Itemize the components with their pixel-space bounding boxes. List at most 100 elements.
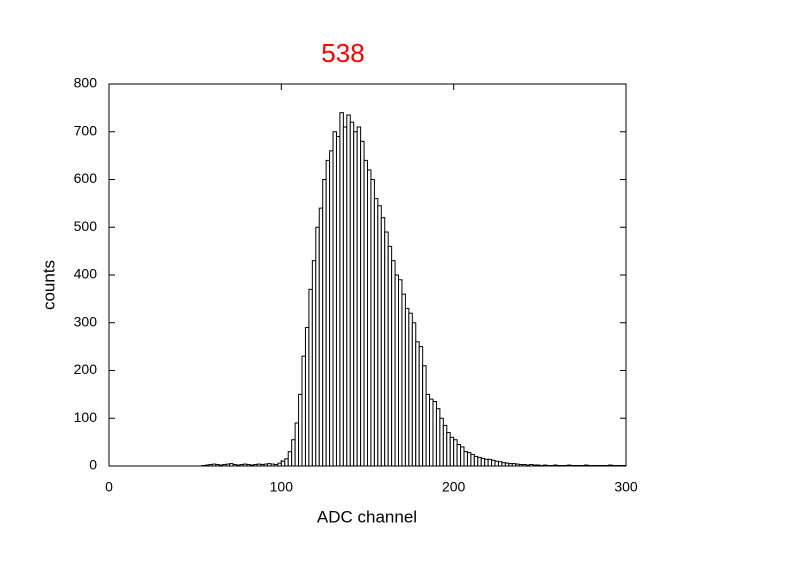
bar	[449, 436, 455, 467]
bar	[515, 463, 520, 467]
bar	[315, 226, 320, 467]
bar	[411, 322, 417, 467]
bar	[504, 462, 510, 467]
bar	[280, 460, 286, 467]
bar	[522, 464, 527, 467]
bar	[236, 464, 241, 467]
bar	[456, 444, 462, 467]
bar	[263, 463, 269, 467]
bar	[308, 288, 313, 467]
y-tick-label: 800	[74, 75, 98, 91]
bar	[246, 464, 251, 467]
bar	[553, 464, 558, 467]
bar	[284, 458, 289, 467]
bar	[584, 464, 589, 467]
bar	[370, 179, 375, 467]
y-tick-label: 0	[89, 457, 97, 473]
x-axis-label: ADC channel	[317, 507, 417, 526]
bar	[249, 464, 255, 467]
bar	[473, 455, 479, 467]
bar	[463, 451, 468, 467]
bar	[222, 464, 227, 467]
bar	[346, 114, 351, 467]
bar	[256, 463, 262, 467]
bar	[322, 179, 327, 467]
bar	[497, 461, 503, 467]
bar	[525, 464, 530, 467]
bar	[232, 464, 238, 467]
bar	[311, 260, 317, 467]
bar	[342, 126, 348, 467]
bar	[432, 401, 437, 467]
x-tick-label: 100	[270, 479, 294, 495]
bar	[484, 458, 489, 467]
bar	[253, 464, 258, 467]
bar	[487, 458, 493, 467]
bar	[277, 462, 282, 467]
bar	[373, 198, 379, 467]
bar	[453, 439, 458, 467]
bar	[301, 355, 306, 467]
bar	[287, 451, 293, 467]
bar	[377, 205, 382, 467]
bar	[442, 424, 448, 467]
bar	[422, 365, 427, 467]
bar	[518, 464, 524, 467]
bar	[404, 307, 410, 467]
bar	[211, 463, 217, 467]
bar	[318, 207, 324, 467]
y-tick-label: 400	[74, 266, 98, 282]
bar	[384, 231, 389, 467]
bar	[298, 393, 303, 467]
bar	[470, 454, 475, 467]
bar	[353, 131, 358, 467]
bar	[415, 341, 420, 467]
bar	[398, 279, 403, 467]
bar	[208, 464, 213, 467]
y-tick-label: 200	[74, 361, 98, 377]
bar	[508, 463, 513, 467]
bar	[608, 464, 613, 467]
x-tick-label: 300	[614, 479, 638, 495]
bar	[356, 126, 362, 467]
bar	[528, 464, 534, 467]
bar	[401, 293, 406, 467]
bar	[435, 408, 441, 467]
chart-title: 538	[321, 38, 364, 68]
bar	[332, 131, 337, 467]
bar	[329, 150, 334, 467]
y-tick-label: 600	[74, 170, 98, 186]
bar	[439, 417, 444, 467]
bar	[446, 432, 451, 467]
bar	[335, 136, 341, 467]
bar	[239, 464, 244, 467]
bar	[242, 463, 248, 467]
bar	[501, 462, 506, 467]
bar	[380, 217, 386, 467]
bar	[429, 398, 434, 467]
bar	[304, 327, 310, 467]
bar	[291, 439, 296, 467]
bar	[339, 112, 344, 467]
bar	[215, 464, 220, 467]
bar	[273, 464, 279, 467]
bar	[425, 393, 431, 467]
y-tick-label: 300	[74, 313, 98, 329]
bar	[466, 452, 472, 467]
bar	[542, 464, 548, 467]
y-tick-label: 100	[74, 409, 98, 425]
bar	[460, 446, 465, 467]
y-axis-label: counts	[39, 260, 58, 310]
bar	[270, 463, 275, 467]
bar	[267, 463, 272, 467]
y-tick-label: 500	[74, 218, 98, 234]
bar	[391, 260, 396, 467]
bar	[387, 245, 393, 467]
bar	[418, 346, 424, 467]
bar	[535, 464, 541, 467]
bar	[225, 463, 231, 467]
x-tick-label: 200	[442, 479, 466, 495]
bar	[394, 274, 400, 467]
y-tick-label: 700	[74, 122, 98, 138]
bar	[408, 312, 413, 467]
